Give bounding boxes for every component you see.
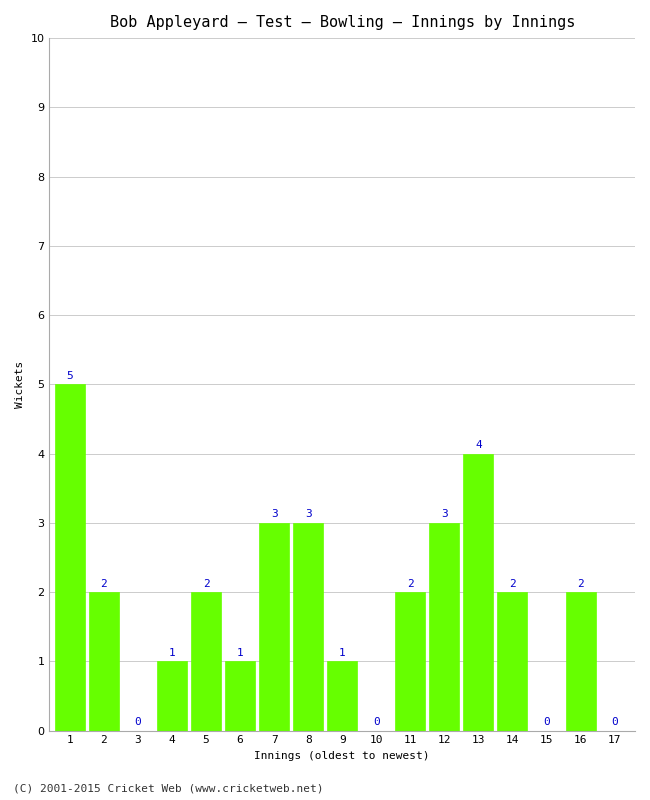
- Bar: [497, 592, 527, 730]
- Bar: [430, 523, 460, 730]
- Text: 3: 3: [271, 510, 278, 519]
- Text: 2: 2: [577, 578, 584, 589]
- Bar: [327, 662, 358, 730]
- Text: 4: 4: [475, 440, 482, 450]
- Text: 0: 0: [135, 717, 141, 727]
- Bar: [293, 523, 323, 730]
- Text: 0: 0: [543, 717, 550, 727]
- Y-axis label: Wickets: Wickets: [15, 361, 25, 408]
- Bar: [395, 592, 425, 730]
- Bar: [259, 523, 289, 730]
- Text: 1: 1: [339, 648, 346, 658]
- Text: 0: 0: [611, 717, 618, 727]
- Bar: [55, 384, 84, 730]
- Bar: [225, 662, 255, 730]
- Bar: [566, 592, 595, 730]
- Text: (C) 2001-2015 Cricket Web (www.cricketweb.net): (C) 2001-2015 Cricket Web (www.cricketwe…: [13, 784, 324, 794]
- X-axis label: Innings (oldest to newest): Innings (oldest to newest): [254, 751, 430, 761]
- Text: 0: 0: [373, 717, 380, 727]
- Text: 2: 2: [203, 578, 209, 589]
- Bar: [89, 592, 119, 730]
- Text: 3: 3: [441, 510, 448, 519]
- Text: 2: 2: [509, 578, 516, 589]
- Bar: [157, 662, 187, 730]
- Text: 5: 5: [66, 371, 73, 381]
- Text: 3: 3: [305, 510, 311, 519]
- Text: 2: 2: [101, 578, 107, 589]
- Text: 1: 1: [168, 648, 176, 658]
- Bar: [463, 454, 493, 730]
- Bar: [191, 592, 221, 730]
- Text: 1: 1: [237, 648, 244, 658]
- Text: 2: 2: [407, 578, 413, 589]
- Title: Bob Appleyard – Test – Bowling – Innings by Innings: Bob Appleyard – Test – Bowling – Innings…: [109, 15, 575, 30]
